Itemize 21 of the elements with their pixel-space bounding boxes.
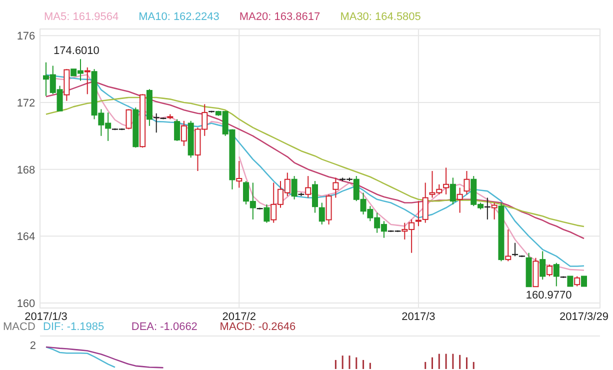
annotation: 160.9770 xyxy=(526,290,572,302)
line-series xyxy=(45,80,585,240)
text: MA30: 164.5805 xyxy=(340,11,421,23)
text: MACD: -0.2646 xyxy=(220,321,296,333)
text: MA5: 161.9564 xyxy=(44,11,119,23)
x-tick-label: 2017/3 xyxy=(402,311,436,323)
x-tick-label: 2017/1/3 xyxy=(24,311,68,323)
y-tick-label: 164 xyxy=(16,231,36,244)
text: MA10: 162.2243 xyxy=(138,11,220,23)
x-tick-label: 2017/3/29 xyxy=(560,311,608,323)
series-label: DIF: -1.1985 xyxy=(43,321,104,333)
text: MA20: 163.8617 xyxy=(239,11,320,23)
text: DEA: -1.0662 xyxy=(131,321,198,333)
y-tick-label: 160 xyxy=(16,298,36,310)
y-tick-label: 176 xyxy=(16,30,36,43)
y-tick-label: 172 xyxy=(16,98,36,110)
y-tick-label: 168 xyxy=(16,164,36,176)
text: 2 xyxy=(30,340,36,352)
chart-title: MACD xyxy=(3,321,36,333)
annotation: 174.6010 xyxy=(54,45,100,58)
x-tick-label: 2017/2 xyxy=(222,311,256,323)
